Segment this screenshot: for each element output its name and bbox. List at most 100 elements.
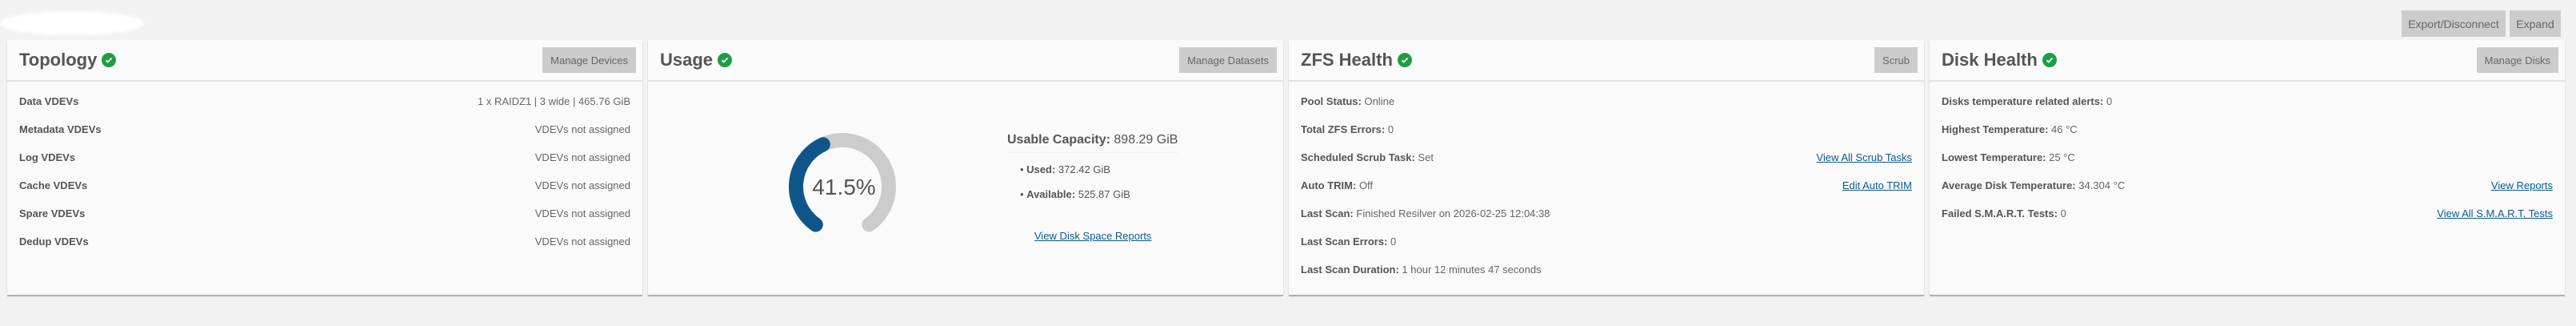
available-value: 525.87 GiB: [1078, 188, 1130, 200]
row-text: Last Scan Errors: 0: [1301, 235, 1396, 248]
info-row: Highest Temperature: 46 °C: [1942, 121, 2553, 137]
row-label: Failed S.M.A.R.T. Tests:: [1942, 207, 2058, 219]
card-title: Disk Health: [1942, 50, 2038, 70]
row-value: 25 °C: [2049, 151, 2075, 163]
check-circle-icon: [1397, 53, 1412, 67]
check-circle-icon: [2042, 53, 2057, 67]
row-link[interactable]: View All Scrub Tasks: [1816, 151, 1912, 163]
row-text: Disks temperature related alerts: 0: [1942, 95, 2112, 107]
row-label: Log VDEVs: [19, 151, 76, 163]
row-label: Metadata VDEVs: [19, 123, 102, 135]
info-row: Dedup VDEVs VDEVs not assigned: [19, 233, 630, 249]
info-row: Failed S.M.A.R.T. Tests: 0 View All S.M.A…: [1942, 205, 2553, 221]
row-value: Set: [1418, 151, 1434, 163]
usage-gauge: 41.5%: [789, 133, 896, 232]
card-title: Usage: [660, 50, 714, 70]
capacity-value: 898.29 GiB: [1114, 133, 1178, 147]
available-item: • Available: 525.87 GiB: [1020, 188, 1130, 200]
info-row: Spare VDEVs VDEVs not assigned: [19, 205, 630, 221]
row-value: VDEVs not assigned: [534, 207, 630, 219]
info-row: Last Scan Duration: 1 hour 12 minutes 47…: [1301, 261, 1912, 277]
info-row: Log VDEVs VDEVs not assigned: [19, 149, 630, 165]
used-value: 372.42 GiB: [1058, 163, 1110, 175]
usage-card: Usage Manage Datasets 41.5% Usable Capac…: [648, 40, 1283, 295]
check-circle-icon: [718, 53, 733, 67]
row-value: VDEVs not assigned: [534, 179, 630, 191]
row-label: Average Disk Temperature:: [1942, 179, 2076, 191]
row-text: Pool Status: Online: [1301, 95, 1394, 107]
row-value: VDEVs not assigned: [534, 235, 630, 248]
row-text: Data VDEVs: [19, 95, 78, 107]
disk-health-card: Disk Health Manage Disks Disks temperatu…: [1930, 40, 2565, 295]
info-row: Scheduled Scrub Task: Set View All Scrub …: [1301, 149, 1912, 165]
row-text: Lowest Temperature: 25 °C: [1942, 151, 2075, 163]
row-link[interactable]: View Reports: [2490, 179, 2553, 191]
info-row: Pool Status: Online: [1301, 93, 1912, 109]
gauge-percent-label: 41.5%: [812, 175, 875, 199]
row-label: Disks temperature related alerts:: [1942, 95, 2104, 107]
row-label: Last Scan Duration:: [1301, 263, 1399, 276]
row-text: Dedup VDEVs: [19, 235, 89, 248]
row-text: Auto TRIM: Off: [1301, 179, 1373, 191]
info-row: Auto TRIM: Off Edit Auto TRIM: [1301, 177, 1912, 193]
row-label: Spare VDEVs: [19, 207, 86, 219]
info-row: Total ZFS Errors: 0: [1301, 121, 1912, 137]
row-label: Auto TRIM:: [1301, 179, 1357, 191]
row-label: Scheduled Scrub Task:: [1301, 151, 1415, 163]
row-value: 0: [2106, 95, 2113, 107]
row-label: Dedup VDEVs: [19, 235, 89, 248]
row-text: Spare VDEVs: [19, 207, 85, 219]
row-value: 0: [2060, 207, 2066, 219]
row-text: Average Disk Temperature: 34.304 °C: [1942, 179, 2125, 191]
info-row: Last Scan: Finished Resilver on 2026-02-…: [1301, 205, 1912, 221]
row-link[interactable]: Edit Auto TRIM: [1842, 179, 1912, 191]
manage-devices-button[interactable]: Manage Devices: [542, 47, 636, 73]
export-disconnect-button[interactable]: Export/Disconnect: [2402, 10, 2506, 37]
gauge-fill: [789, 137, 830, 232]
zfs-health-card: ZFS Health Scrub Pool Status: Online Tota…: [1289, 40, 1924, 295]
row-value: VDEVs not assigned: [534, 123, 630, 135]
check-circle-icon: [102, 53, 117, 67]
row-text: Metadata VDEVs: [19, 123, 102, 135]
row-value: 0: [1387, 123, 1394, 135]
row-text: Log VDEVs: [19, 151, 75, 163]
row-value: Finished Resilver on 2026-02-25 12:04:38: [1356, 207, 1550, 219]
row-value: VDEVs not assigned: [534, 151, 630, 163]
info-row: Data VDEVs 1 x RAIDZ1 | 3 wide | 465.76 G…: [19, 93, 630, 109]
row-text: Highest Temperature: 46 °C: [1942, 123, 2078, 135]
info-row: Cache VDEVs VDEVs not assigned: [19, 177, 630, 193]
row-label: Data VDEVs: [19, 95, 79, 107]
row-text: Scheduled Scrub Task: Set: [1301, 151, 1434, 163]
manage-disks-button[interactable]: Manage Disks: [2476, 47, 2558, 73]
info-row: Disks temperature related alerts: 0: [1942, 93, 2553, 109]
card-title: ZFS Health: [1301, 50, 1393, 70]
row-text: Last Scan: Finished Resilver on 2026-02-…: [1301, 207, 1550, 219]
topology-card: Topology Manage Devices Data VDEVs 1 x RA…: [7, 40, 642, 295]
row-link[interactable]: View All S.M.A.R.T. Tests: [2437, 207, 2553, 219]
view-disk-space-reports-link[interactable]: View Disk Space Reports: [1034, 230, 1152, 242]
row-value: 0: [1390, 235, 1397, 248]
row-label: Lowest Temperature:: [1942, 151, 2046, 163]
info-row: Metadata VDEVs VDEVs not assigned: [19, 121, 630, 137]
row-label: Total ZFS Errors:: [1301, 123, 1386, 135]
row-value: Off: [1358, 179, 1374, 191]
row-label: Last Scan Errors:: [1301, 235, 1388, 248]
card-title: Topology: [19, 50, 98, 70]
row-label: Pool Status:: [1301, 95, 1362, 107]
used-label: Used:: [1026, 163, 1056, 175]
row-value: 34.304 °C: [2078, 179, 2126, 191]
manage-datasets-button[interactable]: Manage Datasets: [1179, 47, 1277, 73]
expand-button[interactable]: Expand: [2510, 10, 2561, 37]
row-label: Cache VDEVs: [19, 179, 88, 191]
row-text: Cache VDEVs: [19, 179, 87, 191]
scrub-button[interactable]: Scrub: [1874, 47, 1918, 73]
used-item: • Used: 372.42 GiB: [1020, 163, 1110, 175]
row-text: Last Scan Duration: 1 hour 12 minutes 47…: [1301, 264, 1542, 276]
info-row: Lowest Temperature: 25 °C: [1942, 149, 2553, 165]
row-text: Failed S.M.A.R.T. Tests: 0: [1942, 207, 2066, 219]
row-label: Last Scan:: [1301, 207, 1354, 219]
available-label: Available:: [1026, 188, 1076, 200]
row-value: Online: [1364, 95, 1395, 107]
row-value: 1 x RAIDZ1 | 3 wide | 465.76 GiB: [477, 95, 630, 107]
row-value: 1 hour 12 minutes 47 seconds: [1402, 263, 1542, 276]
